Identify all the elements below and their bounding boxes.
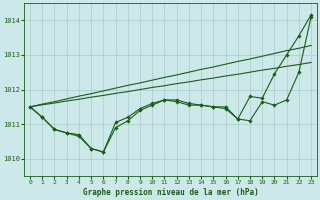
X-axis label: Graphe pression niveau de la mer (hPa): Graphe pression niveau de la mer (hPa) <box>83 188 259 197</box>
